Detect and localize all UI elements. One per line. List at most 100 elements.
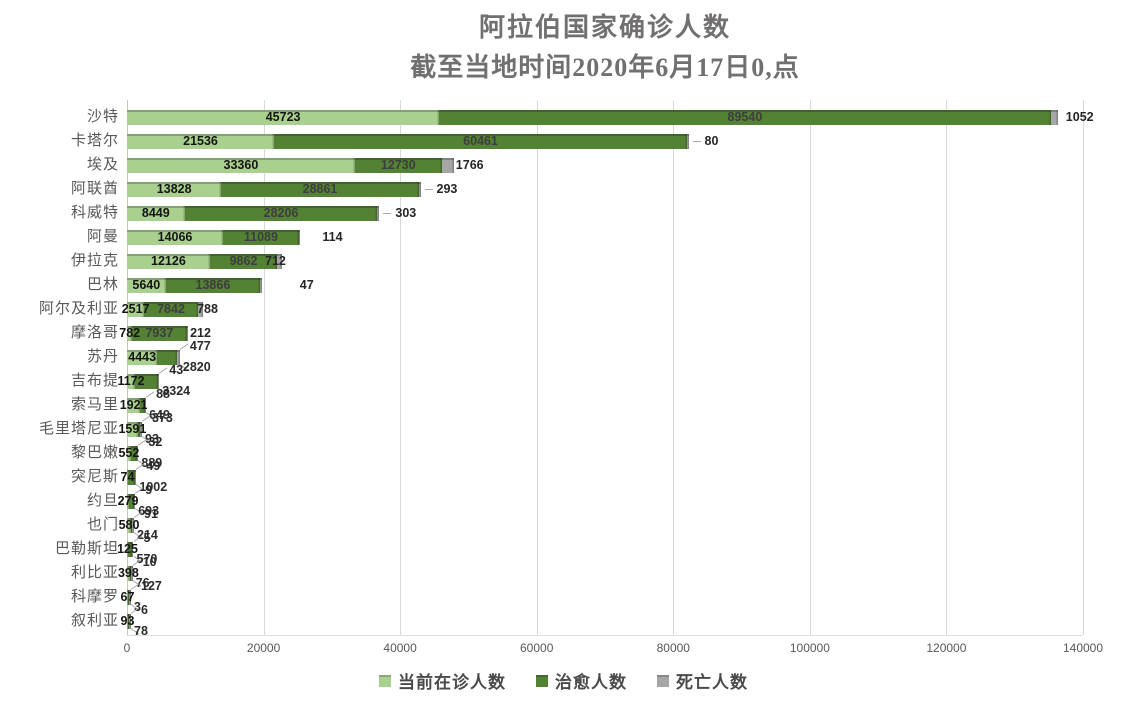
segment-death bbox=[197, 301, 204, 317]
value-label-death: 5 bbox=[143, 531, 151, 545]
bar-track: 580 91 214 bbox=[119, 507, 1083, 542]
leader-line bbox=[133, 535, 142, 542]
category-label: 科摩罗 bbox=[70, 589, 119, 605]
bar-row: 苏丹 4443 2820 477 bbox=[0, 339, 1127, 374]
bar-row: 阿尔及利亚 2517 7842 788 bbox=[0, 297, 1127, 321]
value-label-current: 580 bbox=[118, 518, 140, 532]
segment-current bbox=[127, 229, 224, 245]
value-label-death: 303 bbox=[395, 206, 417, 220]
x-tick-label: 60000 bbox=[520, 641, 554, 655]
bar-track: 33360 12730 1766 bbox=[127, 153, 1083, 177]
value-label-cured: 3324 bbox=[162, 384, 191, 398]
segment-death bbox=[186, 325, 189, 341]
segment-cured bbox=[439, 109, 1051, 125]
category-label: 黎巴嫩 bbox=[70, 445, 119, 461]
segment-current bbox=[127, 181, 222, 197]
bar-track: 782 7937 212 bbox=[119, 321, 1083, 345]
value-label-current: 1591 bbox=[118, 422, 147, 436]
bar-row: 索马里 1921 649 88 bbox=[0, 387, 1127, 422]
segment-current bbox=[127, 445, 131, 461]
value-label-current: 5640 bbox=[132, 278, 161, 292]
category-label: 摩洛哥 bbox=[70, 325, 119, 341]
value-label-cured: 13866 bbox=[195, 278, 231, 292]
bar-row: 伊拉克 12126 9862 712 bbox=[0, 249, 1127, 273]
segment-death bbox=[277, 253, 282, 269]
category-label: 也门 bbox=[86, 517, 119, 533]
segment-current bbox=[127, 421, 138, 437]
value-label-death: 32 bbox=[148, 435, 163, 449]
value-label-cured: 76 bbox=[135, 576, 150, 590]
segment-current bbox=[127, 613, 128, 629]
segment-current bbox=[127, 541, 128, 557]
bar-track: 2517 7842 788 bbox=[122, 297, 1083, 321]
value-label-current: 8449 bbox=[141, 206, 170, 220]
category-label: 苏丹 bbox=[86, 349, 119, 365]
gridline bbox=[809, 100, 811, 635]
segment-current bbox=[127, 469, 128, 485]
category-label: 卡塔尔 bbox=[70, 133, 119, 149]
x-tick-label: 120000 bbox=[926, 641, 967, 655]
segment-current bbox=[127, 349, 158, 365]
title-block: 阿拉伯国家确诊人数 截至当地时间2020年6月17日0,点 bbox=[127, 8, 1083, 88]
value-label-current: 74 bbox=[120, 470, 135, 484]
bar-row: 毛里塔尼亚 1591 373 93 bbox=[0, 411, 1127, 446]
value-label-cured: 11089 bbox=[243, 230, 278, 244]
value-label-current: 1921 bbox=[119, 398, 148, 412]
bar-track: 5640 13866 47 bbox=[127, 273, 1083, 297]
value-label-current: 33360 bbox=[223, 158, 259, 172]
segment-current bbox=[127, 157, 355, 173]
value-label-death: 114 bbox=[322, 230, 343, 244]
value-label-cured: 1002 bbox=[139, 480, 168, 494]
category-label: 索马里 bbox=[70, 397, 119, 413]
category-label: 吉布提 bbox=[70, 373, 119, 389]
bar-row: 卡塔尔 21536 60461 80 bbox=[0, 129, 1127, 153]
value-label-death: 712 bbox=[265, 254, 286, 268]
bar-track: 8449 28206 303 bbox=[127, 201, 1083, 225]
value-label-current: 12126 bbox=[151, 254, 186, 268]
category-label: 埃及 bbox=[86, 157, 119, 173]
segment-death bbox=[298, 229, 301, 245]
bar-row: 埃及 33360 12730 1766 bbox=[0, 153, 1127, 177]
value-label-cured: 60461 bbox=[463, 134, 498, 148]
value-label-death: 1052 bbox=[1065, 110, 1094, 124]
leader-line bbox=[141, 415, 151, 422]
value-label-cured: 570 bbox=[136, 552, 158, 566]
segment-current bbox=[127, 205, 185, 221]
segment-cured bbox=[274, 133, 687, 149]
segment-cured bbox=[157, 349, 177, 365]
bar-track: 74 1002 49 bbox=[121, 459, 1083, 494]
bar-track: 93 78 6 bbox=[121, 603, 1083, 638]
segment-current bbox=[127, 589, 128, 605]
bar-row: 约旦 279 693 9 bbox=[0, 483, 1127, 518]
leader-line bbox=[145, 391, 155, 398]
value-label-death: 214 bbox=[137, 528, 158, 542]
value-label-death: 43 bbox=[169, 363, 184, 377]
bar-row: 黎巴嫩 552 889 32 bbox=[0, 435, 1127, 470]
chart-title: 阿拉伯国家确诊人数 bbox=[478, 13, 731, 42]
segment-cured bbox=[223, 229, 299, 245]
segment-cured bbox=[165, 277, 261, 293]
legend-label: 当前在诊人数 bbox=[398, 673, 506, 692]
legend: 当前在诊人数 治愈人数 死亡人数 bbox=[0, 668, 1127, 693]
value-label-current: 2517 bbox=[121, 302, 150, 316]
value-label-cured: 89540 bbox=[727, 110, 763, 124]
value-label-death: 93 bbox=[145, 432, 159, 446]
bar-track: 552 889 32 bbox=[118, 435, 1083, 470]
bar-track: 45723 89540 1052 bbox=[127, 105, 1094, 129]
segment-death bbox=[686, 133, 689, 149]
bar-row: 阿联酋 13828 28861 293 bbox=[0, 177, 1127, 201]
segment-death bbox=[260, 277, 262, 293]
category-label: 利比亚 bbox=[70, 565, 119, 581]
legend-swatch bbox=[379, 674, 391, 687]
category-label: 阿尔及利亚 bbox=[38, 301, 119, 317]
bar-row: 阿曼 14066 11089 114 bbox=[0, 225, 1127, 249]
leader-dash bbox=[692, 140, 701, 142]
value-label-death: 9 bbox=[145, 483, 153, 497]
segment-death bbox=[131, 541, 134, 557]
bar-row: 突尼斯 74 1002 49 bbox=[0, 459, 1127, 494]
segment-cured bbox=[137, 421, 141, 437]
legend-item: 当前在诊人数 bbox=[379, 668, 506, 693]
category-label: 巴林 bbox=[86, 277, 119, 293]
